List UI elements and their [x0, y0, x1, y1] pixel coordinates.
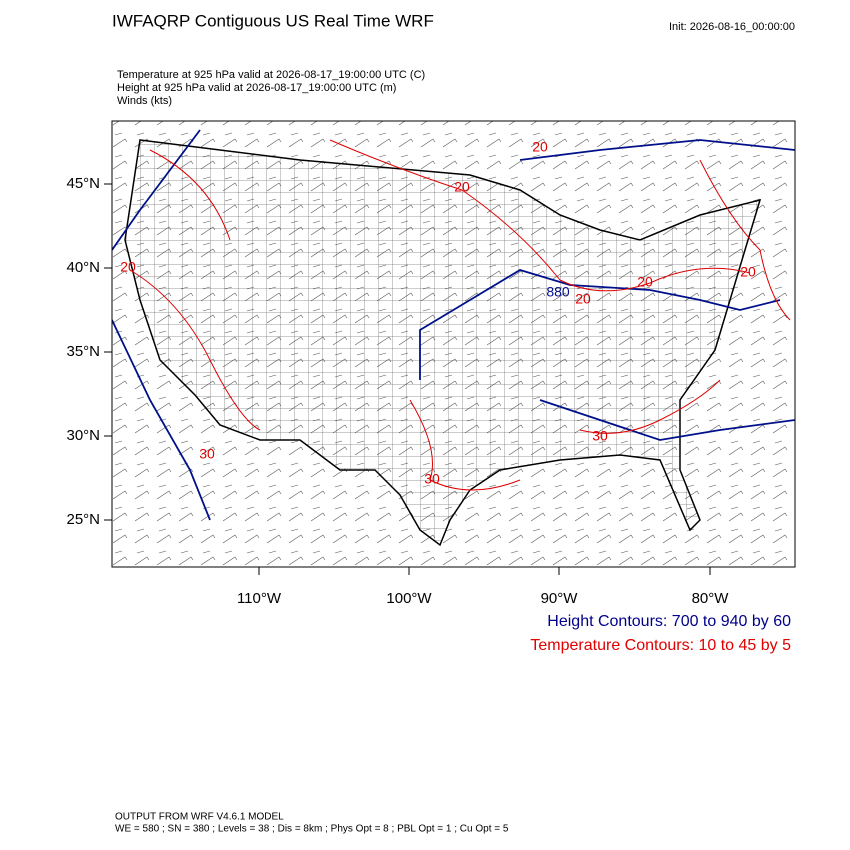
map-content	[112, 121, 795, 567]
footer-line: OUTPUT FROM WRF V4.6.1 MODEL	[115, 812, 284, 823]
lat-label: 40°N	[66, 259, 100, 276]
lon-label: 90°W	[541, 590, 579, 607]
lat-label: 35°N	[66, 343, 100, 360]
temperature-contour	[129, 139, 791, 491]
contour-label: 30	[199, 446, 215, 462]
map	[111, 120, 796, 568]
contour-label: 30	[592, 428, 608, 444]
lon-label: 100°W	[386, 590, 432, 607]
footer-line: WE = 580 ; SN = 380 ; Levels = 38 ; Dis …	[115, 824, 509, 835]
legend-height: Height Contours: 700 to 940 by 60	[547, 613, 791, 630]
lat-label: 45°N	[66, 175, 100, 192]
lon-label: 110°W	[237, 590, 282, 607]
contour-label: 880	[546, 284, 570, 300]
contour-label: 20	[120, 259, 136, 275]
contour-label: 20	[532, 139, 548, 155]
height-contour	[112, 129, 795, 521]
lat-label: 30°N	[66, 427, 100, 444]
legend-temperature: Temperature Contours: 10 to 45 by 5	[530, 637, 791, 654]
map-frame	[111, 120, 796, 568]
title: IWFAQRP Contiguous US Real Time WRF	[112, 11, 434, 30]
field-label: Temperature at 925 hPa valid at 2026-08-…	[117, 69, 425, 81]
lat-label: 25°N	[66, 511, 100, 528]
lon-label: 80°W	[692, 590, 730, 607]
contour-label: 30	[424, 471, 440, 487]
conus-outline	[124, 139, 762, 547]
field-label: Winds (kts)	[117, 95, 172, 107]
contour-label: 20	[575, 291, 591, 307]
contour-label: 20	[454, 179, 470, 195]
field-label: Height at 925 hPa valid at 2026-08-17_19…	[117, 82, 396, 94]
init-time: Init: 2026-08-16_00:00:00	[669, 21, 795, 33]
contour-label: 20	[740, 264, 756, 280]
contour-label: 20	[637, 274, 653, 290]
